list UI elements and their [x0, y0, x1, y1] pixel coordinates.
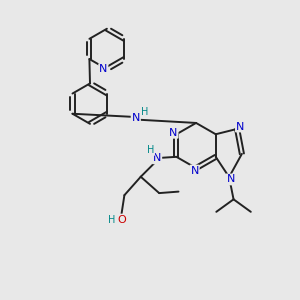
Text: N: N: [226, 174, 235, 184]
Text: H: H: [141, 107, 148, 117]
Text: N: N: [190, 166, 199, 176]
Text: N: N: [132, 113, 140, 123]
Text: H: H: [108, 214, 116, 224]
Text: H: H: [147, 145, 154, 155]
Text: O: O: [117, 214, 126, 224]
Text: N: N: [153, 153, 161, 163]
Text: N: N: [236, 122, 244, 131]
Text: N: N: [99, 64, 107, 74]
Text: N: N: [169, 128, 178, 138]
